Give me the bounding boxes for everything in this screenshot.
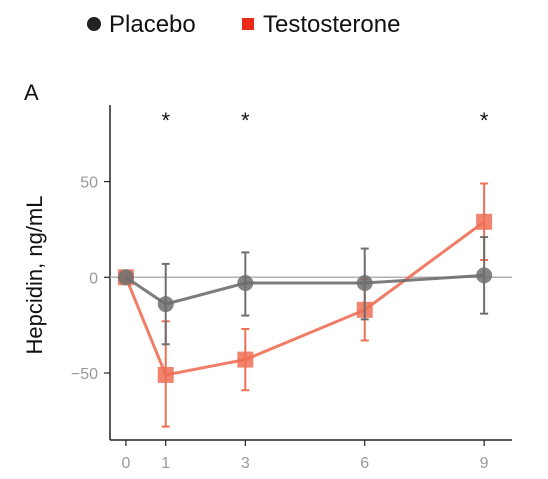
significance-star: * bbox=[480, 108, 489, 133]
y-tick-label: 0 bbox=[89, 270, 98, 287]
data-point bbox=[237, 275, 254, 292]
legend: Placebo Testosterone bbox=[87, 11, 400, 38]
data-point bbox=[476, 267, 493, 284]
legend-marker-testosterone bbox=[242, 18, 254, 30]
data-point bbox=[237, 351, 254, 368]
data-point bbox=[157, 296, 174, 313]
x-tick-label: 3 bbox=[241, 455, 250, 472]
y-tick-label: 50 bbox=[80, 175, 98, 192]
data-point bbox=[476, 213, 493, 230]
series-layer bbox=[117, 182, 493, 428]
x-tick-label: 6 bbox=[360, 455, 369, 472]
series-line bbox=[125, 273, 485, 306]
significance-star: * bbox=[161, 108, 170, 133]
y-tick-label: −50 bbox=[71, 366, 98, 383]
series-testosterone bbox=[117, 182, 493, 428]
x-tick-label: 9 bbox=[480, 455, 489, 472]
x-tick-label: 1 bbox=[161, 455, 170, 472]
y-axis-label: Hepcidin, ng/mL bbox=[22, 196, 47, 355]
axes: −50 0 50 0 1 3 6 9 bbox=[71, 105, 512, 472]
series-placebo bbox=[117, 236, 493, 346]
significance-marks: * * * bbox=[161, 108, 488, 133]
series-line bbox=[124, 220, 486, 377]
legend-marker-placebo bbox=[87, 17, 101, 31]
data-point bbox=[157, 366, 174, 383]
legend-label-placebo: Placebo bbox=[109, 11, 196, 38]
x-tick-label: 0 bbox=[121, 455, 130, 472]
data-point bbox=[117, 269, 134, 286]
legend-label-testosterone: Testosterone bbox=[263, 11, 400, 38]
panel-label: A bbox=[24, 80, 39, 105]
significance-star: * bbox=[241, 108, 250, 133]
data-point bbox=[356, 275, 373, 292]
